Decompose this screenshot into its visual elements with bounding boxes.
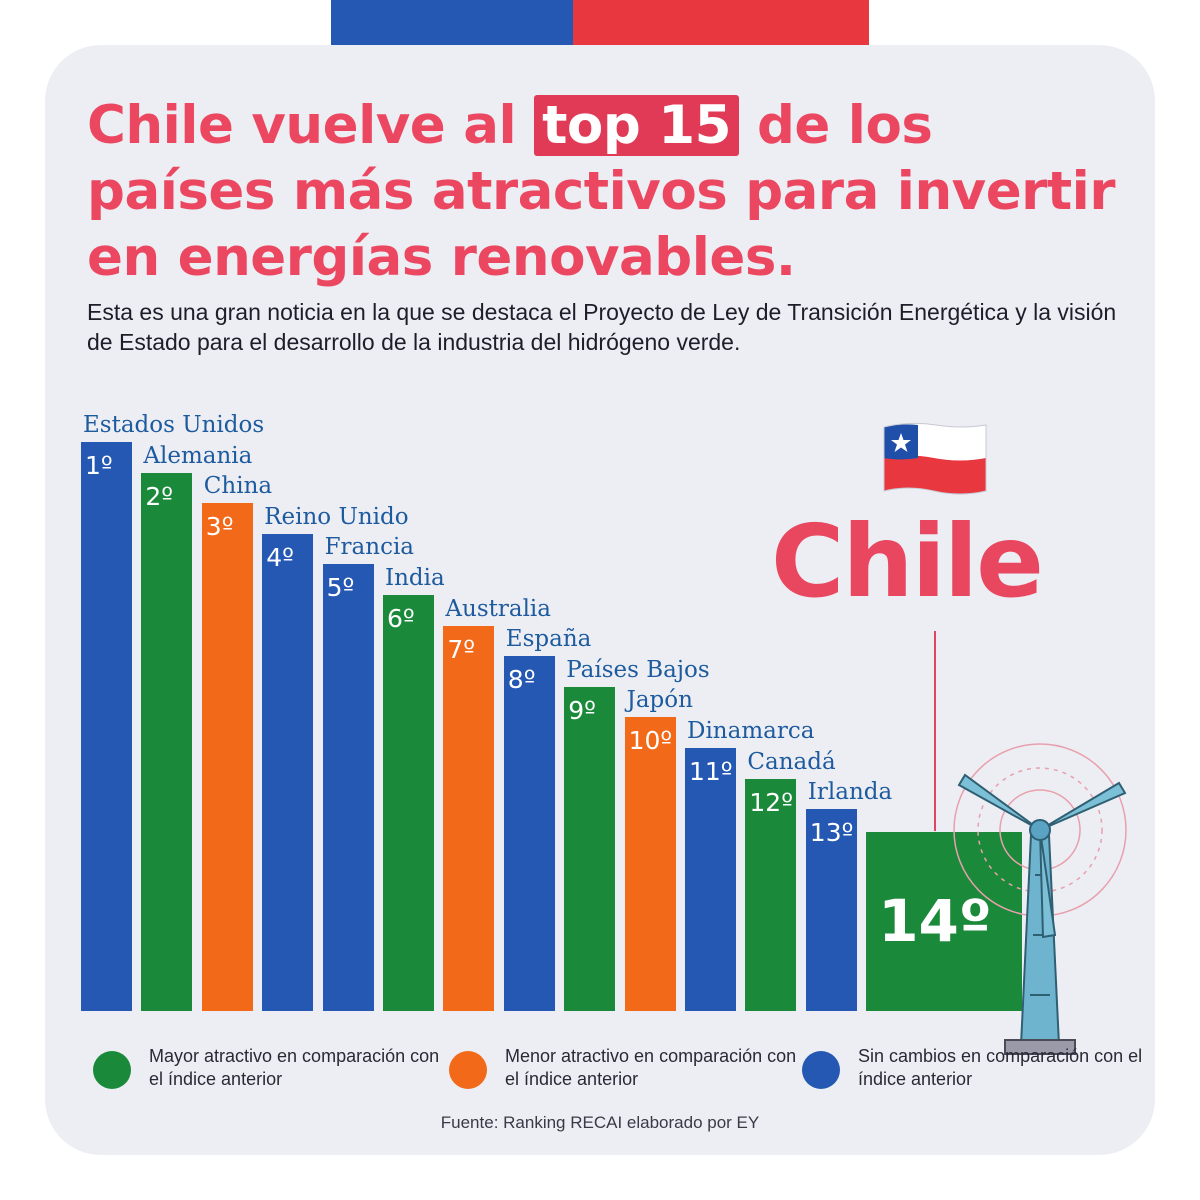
country-label-francia: Francia [324,534,415,561]
legend-text-mayor: Mayor atractivo en comparación con el ín… [149,1046,440,1089]
bar-australia [443,625,495,1011]
rank-label-india: 6º [387,604,415,633]
country-label-alemania: Alemania [143,442,253,469]
country-label-espana: España [505,626,592,653]
flag-bar-blue [331,0,573,45]
headline-end: de los países más atractivos para invert… [87,95,1115,288]
country-label-dinamarca: Dinamarca [687,718,815,744]
bar-dinamarca [685,748,736,1011]
bar-paises-bajos [564,686,616,1011]
rank-label-francia: 5º [326,573,355,603]
rank-label-australia: 7º [447,634,476,664]
rank-label-irlanda: 13º [809,818,854,848]
rank-label-estados-unidos: 1º [85,451,113,480]
source-note: Fuente: Ranking RECAI elaborado por EY [440,1113,760,1132]
country-label-canada: Canadá [747,748,836,775]
country-label-china: China [203,473,273,500]
rank-label-paises-bajos: 9º [568,695,596,725]
headline: Chile vuelve al top 15 de los países más… [87,93,1127,291]
flag-bar-red [573,0,869,45]
rank-label-japon: 10º [628,726,673,756]
country-label-japon: Japón [626,687,693,714]
chile-flag-icon [883,422,987,495]
legend-text-sin-cambios: Sin cambios en comparación con el índice… [858,1046,1143,1089]
rank-label-reino-unido: 4º [266,542,294,572]
country-label-paises-bajos: Países Bajos [566,656,710,683]
country-label-irlanda: Irlanda [807,779,893,806]
rank-label-dinamarca: 11º [689,757,733,786]
country-label-reino-unido: Reino Unido [264,503,409,530]
bar-canada [745,778,797,1011]
bar-japon [624,717,676,1011]
legend-dot-orange [449,1051,487,1089]
legend-text-menor: Menor atractivo en comparación con el ín… [505,1046,797,1089]
bar-china [201,503,253,1011]
rank-label-china: 3º [205,512,234,542]
bar-alemania [141,472,193,1011]
bar-francia [322,564,374,1011]
rank-label-alemania: 2º [145,481,174,511]
bar-estados-unidos [81,442,132,1011]
legend-dot-green [93,1051,131,1089]
subtitle: Esta es una gran noticia en la que se de… [87,299,1117,355]
legend-dot-blue [802,1051,840,1089]
bar-espana [503,656,555,1011]
rank-label-espana: 8º [507,665,536,695]
headline-start: Chile vuelve al [87,95,535,156]
headline-highlight: top 15 [534,95,739,156]
country-label-australia: Australia [445,595,551,622]
pointer-line [934,631,936,831]
bar-irlanda [805,809,857,1011]
infographic-card: Chile vuelve al top 15 de los países más… [45,45,1155,1155]
bar-india [383,595,434,1011]
wind-turbine-icon [953,743,1127,1055]
chile-highlight-label: Chile [771,503,1044,620]
rank-label-canada: 12º [749,787,793,817]
country-label-india: India [385,565,445,591]
country-label-estados-unidos: Estados Unidos [83,412,265,438]
bar-reino-unido [262,533,314,1011]
